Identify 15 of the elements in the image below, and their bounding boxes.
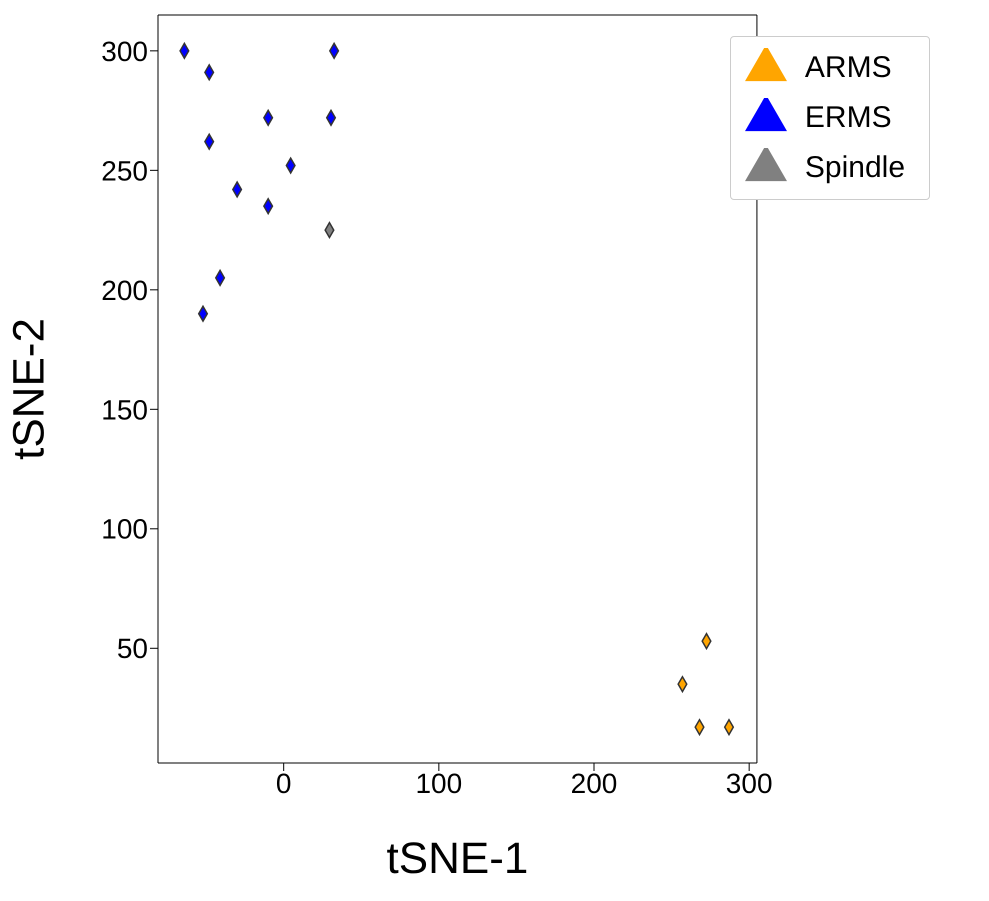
y-tick-label: 300 [101, 36, 148, 67]
y-tick-label: 200 [101, 274, 148, 306]
x-tick-label: 300 [726, 768, 773, 799]
x-tick-label: 0 [276, 768, 292, 799]
y-tick-label: 150 [101, 394, 148, 426]
y-tick-label: 50 [116, 633, 148, 664]
legend-label: Spindle [804, 151, 905, 184]
y-axis-title: tSNE-2 [4, 318, 54, 460]
x-tick-label: 100 [415, 768, 462, 799]
y-tick-label: 100 [101, 514, 148, 545]
x-tick-label: 200 [570, 768, 618, 799]
legend-label: ARMS [804, 51, 892, 84]
y-tick-label: 250 [101, 155, 148, 186]
x-axis-title: tSNE-1 [386, 834, 528, 883]
legend-label: ERMS [804, 101, 892, 134]
